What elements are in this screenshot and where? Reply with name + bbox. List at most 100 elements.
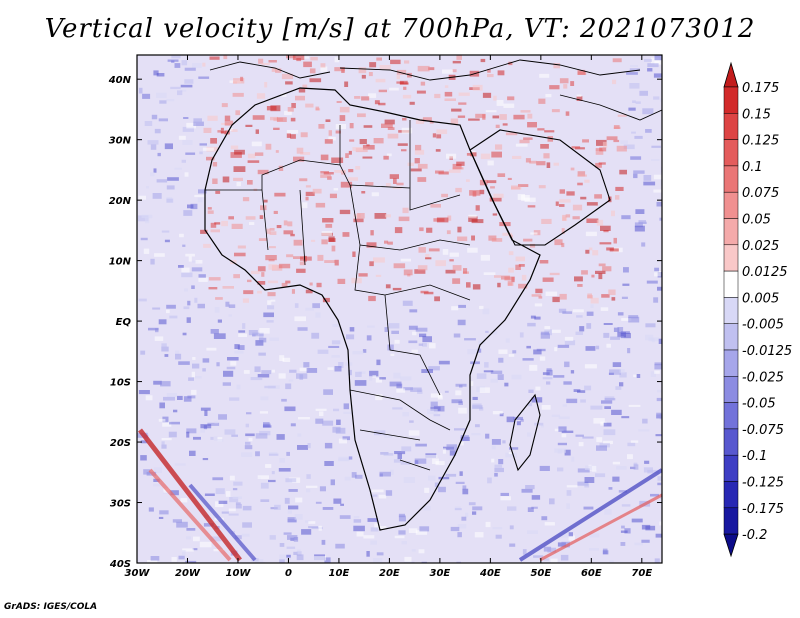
field-cell <box>598 162 606 165</box>
field-cell <box>161 444 167 449</box>
field-cell <box>158 319 167 325</box>
field-cell <box>449 252 459 257</box>
field-cell <box>309 282 313 286</box>
field-cell <box>599 443 610 448</box>
field-cell <box>415 118 424 124</box>
field-cell <box>585 346 596 351</box>
field-cell <box>630 440 639 443</box>
field-cell <box>376 57 382 61</box>
field-cell <box>472 506 483 511</box>
field-cell <box>176 521 188 528</box>
lon-tick-label: 50E <box>530 568 551 579</box>
field-cell <box>283 230 294 235</box>
field-cell <box>311 332 320 339</box>
field-cell <box>163 396 175 401</box>
field-cell <box>278 468 291 472</box>
field-cell <box>653 174 662 180</box>
field-cell <box>232 488 238 491</box>
field-cell <box>292 55 305 60</box>
field-cell <box>429 120 434 124</box>
field-cell <box>642 108 654 115</box>
field-cell <box>577 468 590 473</box>
field-cell <box>577 171 586 177</box>
field-cell <box>656 201 662 207</box>
field-cell <box>342 232 350 237</box>
lon-tick-label: 20E <box>379 568 400 579</box>
field-cell <box>401 446 412 452</box>
field-cell <box>233 274 240 279</box>
colorbar-swatch <box>723 323 739 351</box>
field-cell <box>422 342 427 347</box>
field-cell <box>361 96 370 101</box>
field-cell <box>373 257 385 263</box>
colorbar-swatch <box>723 349 739 377</box>
field-cell <box>645 525 656 531</box>
field-cell <box>331 340 341 345</box>
field-cell <box>468 118 480 121</box>
field-cell <box>563 84 568 89</box>
field-cell <box>233 166 246 172</box>
field-cell <box>612 362 622 367</box>
field-cell <box>621 215 631 220</box>
field-cell <box>466 282 471 288</box>
field-cell <box>612 79 617 85</box>
colorbar-label: 0.05 <box>742 213 771 228</box>
colorbar-label: -0.2 <box>742 528 767 543</box>
field-cell <box>491 151 502 158</box>
field-cell <box>351 472 357 478</box>
field-cell <box>287 535 298 540</box>
field-cell <box>161 230 170 233</box>
field-cell <box>508 452 512 455</box>
field-cell <box>153 478 160 482</box>
field-cell <box>171 60 175 63</box>
field-cell <box>255 433 268 439</box>
field-cell <box>397 453 402 460</box>
field-cell <box>408 325 418 330</box>
field-cell <box>559 78 569 84</box>
field-cell <box>425 257 432 260</box>
field-cell <box>257 290 262 294</box>
field-cell <box>247 279 252 283</box>
field-cell <box>615 386 622 390</box>
field-cell <box>491 439 501 445</box>
field-cell <box>285 280 291 284</box>
lat-tick-label: EQ <box>116 317 132 328</box>
field-cell <box>428 475 436 481</box>
field-cell <box>644 58 652 62</box>
field-cell <box>354 380 367 386</box>
field-cell <box>376 552 384 556</box>
field-cell <box>539 73 550 78</box>
field-cell <box>449 169 461 173</box>
field-cell <box>265 464 272 468</box>
field-cell <box>498 459 504 465</box>
field-cell <box>175 353 182 360</box>
field-cell <box>242 298 249 303</box>
lon-tick-label: 20W <box>175 568 201 579</box>
field-cell <box>460 436 470 441</box>
field-cell <box>323 389 333 395</box>
field-cell <box>269 246 276 249</box>
field-cell <box>626 72 638 75</box>
field-cell <box>273 127 280 130</box>
field-cell <box>577 174 587 177</box>
field-cell <box>379 65 391 70</box>
field-cell <box>276 434 285 440</box>
field-cell <box>651 158 660 162</box>
field-cell <box>586 202 598 206</box>
field-cell <box>574 276 583 282</box>
field-cell <box>459 471 463 476</box>
field-cell <box>547 547 557 553</box>
field-cell <box>150 144 157 150</box>
field-cell <box>572 204 583 211</box>
field-cell <box>336 419 341 425</box>
field-cell <box>138 390 150 395</box>
field-cell <box>321 231 332 236</box>
field-cell <box>279 543 285 547</box>
field-cell <box>294 303 299 308</box>
field-cell <box>470 152 477 157</box>
field-cell <box>281 73 294 80</box>
field-cell <box>490 378 498 383</box>
field-cell <box>603 323 613 325</box>
field-cell <box>361 191 366 194</box>
field-cell <box>487 74 494 78</box>
